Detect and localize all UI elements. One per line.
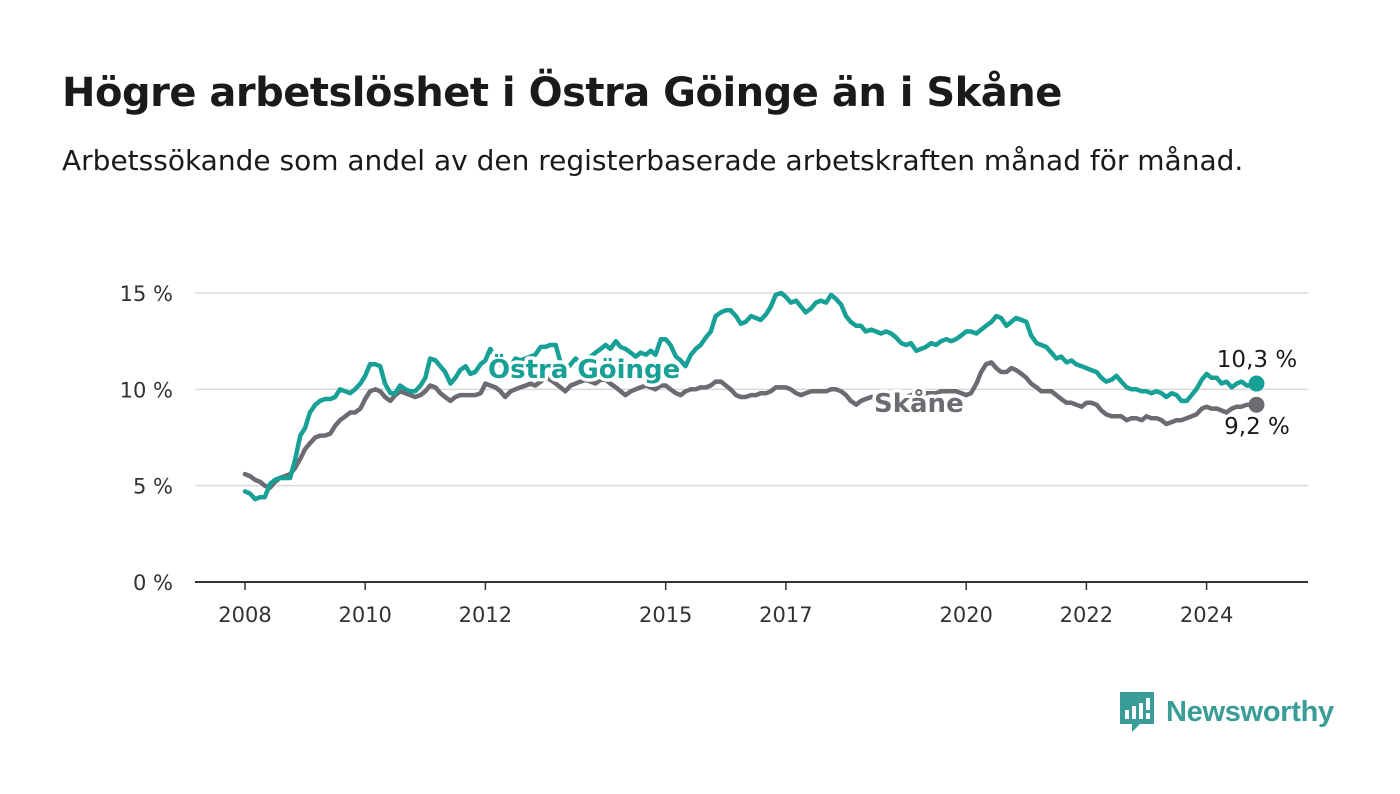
series-label-ostra-goinge: Östra Göinge [488,352,680,385]
y-tick-label: 5 % [133,475,173,499]
end-point-ostra-goinge [1248,375,1265,392]
series-line-ostra-goinge [242,290,1259,502]
series-labels: Östra Göinge Skåne 10,3 % 9,2 % [485,345,1300,443]
y-tick-label: 15 % [120,282,173,306]
x-tick-label: 2022 [1060,603,1113,627]
x-tick-label: 2024 [1180,603,1233,627]
x-tick-label: 2020 [939,603,992,627]
chart-subtitle: Arbetssökande som andel av den registerb… [62,144,1244,177]
y-tick-label: 10 % [120,378,173,402]
end-value-label-skane: 9,2 % [1224,414,1290,440]
chart-title: Högre arbetslöshet i Östra Göinge än i S… [62,70,1062,116]
x-tick-label: 2010 [338,603,391,627]
gridlines [195,292,1308,583]
x-tick-label: 2015 [639,603,692,627]
bar-chart-speech-bubble-icon [1120,692,1154,732]
end-value-label-ostra-goinge: 10,3 % [1217,347,1297,373]
brand-name: Newsworthy [1166,695,1334,728]
series-label-skane: Skåne [874,387,964,419]
y-axis-ticks: 0 % 5 % 10 % 15 % [120,282,173,595]
y-tick-label: 0 % [133,571,173,595]
x-axis-ticks: 2008 2010 2012 2015 2017 2020 2022 2024 [218,582,1233,627]
series-line-skane [242,360,1259,490]
newsworthy-logo[interactable]: Newsworthy [1118,690,1334,734]
series-lines [242,290,1265,502]
x-tick-label: 2008 [218,603,271,627]
x-tick-label: 2017 [759,603,812,627]
x-tick-label: 2012 [459,603,512,627]
end-point-skane [1248,396,1265,413]
